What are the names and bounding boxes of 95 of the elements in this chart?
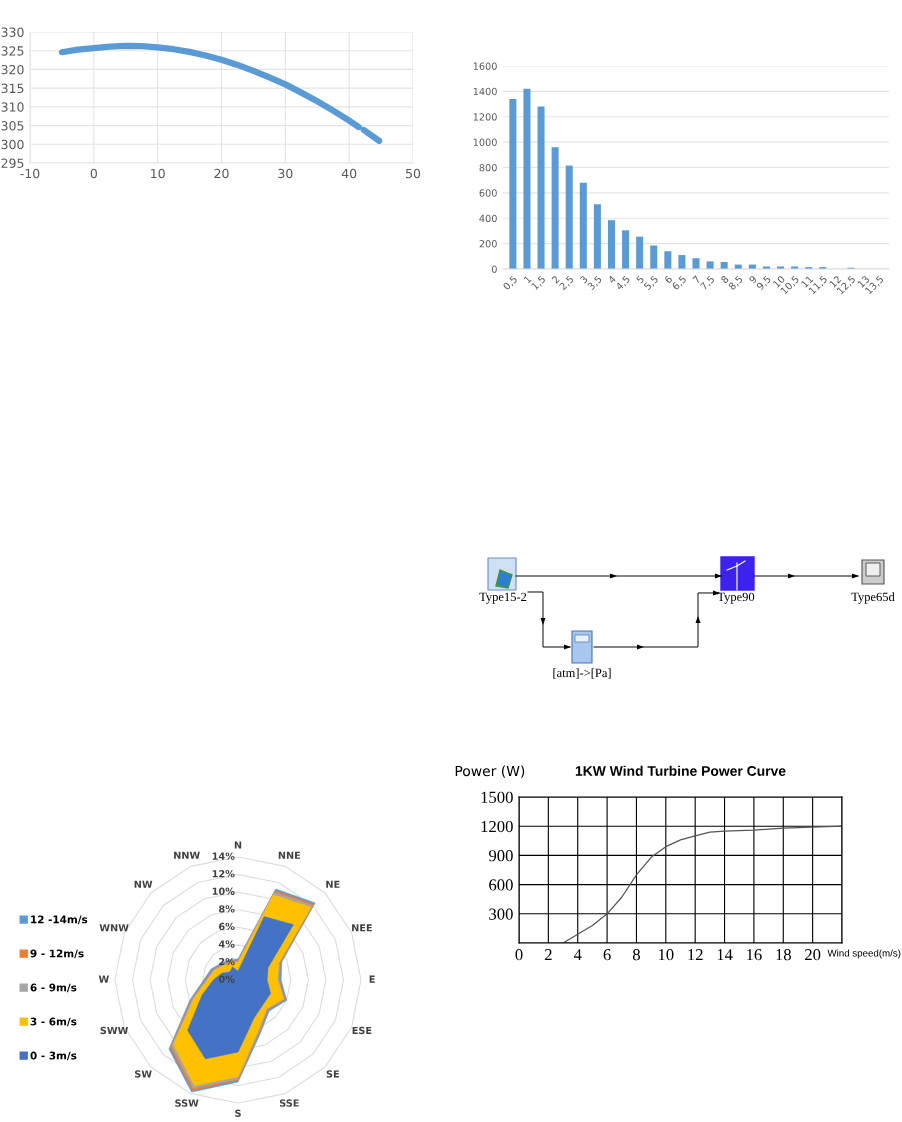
y-tick-label: 600 <box>489 879 513 891</box>
y-tick-label: 300 <box>489 908 513 920</box>
y-tick-label: 315 <box>1 83 24 94</box>
y-tick-label: 310 <box>1 102 24 112</box>
text: [atm]->[Pa] <box>553 668 611 679</box>
y-tick-label: 1000 <box>473 138 497 146</box>
spoke-label: SE <box>326 1070 339 1078</box>
spoke-label: E <box>369 975 375 983</box>
x-tick-label: 2 <box>544 949 552 961</box>
y-tick-label: 12% <box>212 870 235 878</box>
y-tick-label: 2% <box>219 957 235 966</box>
y-tick-label: 10% <box>212 887 235 895</box>
y-tick-label: 200 <box>479 240 497 248</box>
x-tick-label: 0,5 <box>502 275 519 292</box>
x-tick-label: 50 <box>406 168 421 179</box>
spoke-label: S <box>235 1109 241 1117</box>
x-tick-label: 0 <box>90 168 97 179</box>
y-tick-label: 0% <box>218 975 235 983</box>
text: Type15-2 <box>479 592 527 604</box>
y-tick-label: 300 <box>1 139 24 150</box>
x-tick-label: 6,5 <box>671 275 688 292</box>
chart-title: 1KW Wind Turbine Power Curve <box>575 765 786 776</box>
text: Type90 <box>717 592 755 604</box>
y-tick-label: 1200 <box>481 820 513 833</box>
legend-label: 3 - 6m/s <box>30 1017 77 1027</box>
spoke-label: N <box>234 841 242 849</box>
spoke-label: ESE <box>352 1026 372 1035</box>
x-tick-label: 18 <box>776 949 791 961</box>
x-tick-label: 12 <box>688 949 703 961</box>
y-tick-label: 600 <box>479 189 497 197</box>
y-tick-label: 1200 <box>473 113 497 121</box>
y-tick-label: 900 <box>488 850 513 862</box>
y-tick-label: 1500 <box>481 791 513 803</box>
x-tick-label: 3,5 <box>587 275 603 291</box>
x-tick-label: 10 <box>151 168 165 179</box>
x-tick-label: 10 <box>658 949 674 961</box>
x-tick-label: 20 <box>214 168 229 179</box>
x-tick-label: 9,5 <box>756 275 772 292</box>
legend-label: 6 - 9m/s <box>30 983 77 993</box>
y-tick-label: 325 <box>1 46 24 56</box>
y-tick-label: 295 <box>1 158 24 168</box>
spoke-label: NNE <box>278 851 301 859</box>
x-tick-label: 5,5 <box>643 275 660 291</box>
x-tick-label: 16 <box>747 949 762 961</box>
x-tick-label: -10 <box>20 168 40 179</box>
y-tick-label: 330 <box>1 27 24 37</box>
x-tick-label: 4 <box>607 275 617 284</box>
x-tick-label: 9 <box>748 275 758 284</box>
x-tick-label: 0 <box>515 949 523 961</box>
y-tick-label: 8% <box>219 905 235 913</box>
x-tick-label: 8 <box>720 275 730 284</box>
legend-label: 12 -14m/s <box>31 915 88 925</box>
x-tick-label: 8 <box>632 949 640 961</box>
x-tick-label: 1,5 <box>531 275 547 291</box>
x-tick-label: 14 <box>717 949 733 961</box>
x-axis-title: Wind speed(m/s) <box>827 949 901 959</box>
legend-label: 9 - 12m/s <box>30 949 84 959</box>
x-tick-label: 40 <box>341 168 357 179</box>
x-tick-label: 7 <box>692 275 701 284</box>
spoke-label: SW <box>135 1070 152 1078</box>
spoke-label: SSW <box>175 1099 199 1107</box>
x-tick-label: 2,5 <box>558 275 575 292</box>
x-tick-label: 4,5 <box>615 275 631 292</box>
x-tick-label: 20 <box>805 949 821 961</box>
x-tick-label: 8,5 <box>727 275 744 292</box>
x-tick-label: 7,5 <box>699 275 716 291</box>
spoke-label: W <box>98 975 109 983</box>
spoke-label: WNW <box>99 924 129 932</box>
y-tick-label: 6% <box>219 922 235 931</box>
x-tick-label: 1 <box>523 275 532 284</box>
spoke-label: NE <box>326 880 340 888</box>
x-tick-label: 3 <box>579 275 589 284</box>
spoke-label: NW <box>134 880 153 888</box>
spoke-label: SWW <box>100 1026 129 1035</box>
y-tick-label: 320 <box>1 64 24 75</box>
y-tick-label: 1600 <box>473 62 497 70</box>
legend-label: 0 - 3m/s <box>30 1051 77 1061</box>
y-tick-label: 4% <box>218 940 235 948</box>
x-tick-label: 2 <box>551 275 560 284</box>
spoke-label: NNW <box>174 851 200 859</box>
y-tick-label: 14% <box>212 852 235 860</box>
y-tick-label: 400 <box>479 214 497 223</box>
spoke-label: NEE <box>352 924 372 932</box>
x-tick-label: 30 <box>278 168 293 179</box>
y-tick-label: 800 <box>479 163 497 172</box>
x-tick-label: 5 <box>636 275 645 284</box>
y-tick-label: 0 <box>491 265 497 273</box>
text: Type65d <box>851 592 895 604</box>
y-axis-title: Power (W) <box>455 765 525 778</box>
y-tick-label: 1400 <box>473 87 497 96</box>
x-tick-label: 4 <box>573 949 582 961</box>
spoke-label: SSE <box>279 1099 299 1107</box>
x-tick-label: 6 <box>664 275 673 284</box>
y-tick-label: 305 <box>1 121 24 131</box>
x-tick-label: 6 <box>603 949 611 961</box>
